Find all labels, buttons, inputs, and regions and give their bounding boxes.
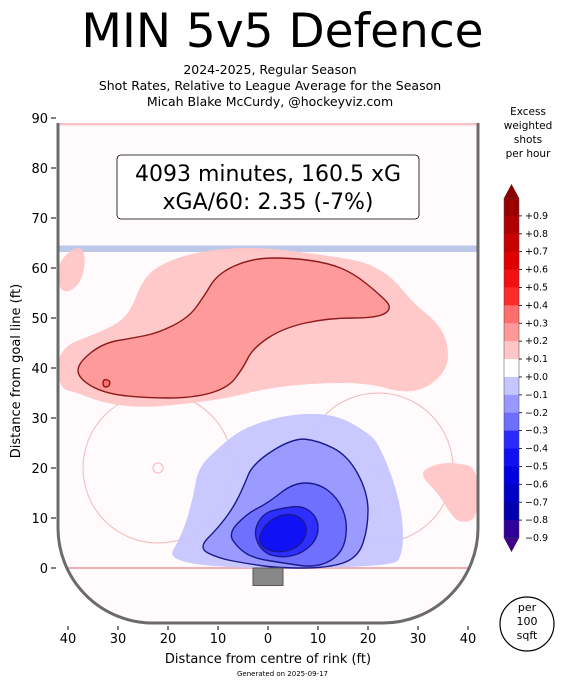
colorbar-tick-label: +0.4 — [525, 300, 548, 311]
colorbar-segment — [504, 251, 519, 271]
x-tick-label: 30 — [410, 632, 427, 647]
y-tick-label: 30 — [31, 412, 48, 427]
colorbar-title-line: per hour — [505, 148, 551, 160]
colorbar-segment — [504, 376, 519, 396]
x-tick-label: 10 — [310, 632, 327, 647]
rink-boards — [56, 123, 480, 625]
info-box-minutes: 4093 minutes, 160.5 xG — [135, 162, 401, 187]
colorbar: +0.9 +0.8 +0.7 +0.6 +0.5 +0.4 +0.3 +0.2 +0.1 +0.0… — [503, 184, 548, 552]
x-tick-label: 40 — [460, 632, 477, 647]
unit-badge-line: 100 — [517, 615, 538, 628]
colorbar-frame — [503, 197, 520, 539]
colorbar-tick-label: −0.7 — [525, 497, 548, 508]
contour-excess — [102, 378, 111, 388]
colorbar-title-line: Excess — [510, 106, 546, 118]
colorbar-segment — [504, 215, 519, 235]
chart-title: MIN 5v5 Defence — [81, 4, 484, 59]
unit-badge-line: sqft — [517, 629, 538, 642]
y-tick-label: 20 — [31, 462, 48, 477]
x-axis-label: Distance from centre of rink (ft) — [165, 652, 371, 667]
y-tick-label: 70 — [31, 212, 48, 227]
colorbar-tick-label: −0.3 — [525, 426, 548, 437]
colorbar-segment — [504, 412, 519, 432]
y-tick-label: 10 — [31, 512, 48, 527]
subtitle-author: Micah Blake McCurdy, @hockeyviz.com — [146, 94, 394, 109]
colorbar-tick-label: +0.2 — [525, 336, 548, 347]
colorbar-tick-label: +0.3 — [525, 318, 548, 329]
colorbar-tick-label: +0.0 — [525, 372, 548, 383]
contour-excess — [58, 248, 85, 292]
colorbar-segment — [504, 305, 519, 324]
colorbar-tick-label: −0.1 — [525, 390, 548, 401]
colorbar-tick-label: +0.8 — [525, 229, 548, 240]
colorbar-tick-label: +0.5 — [525, 283, 548, 294]
y-tick-label: 60 — [31, 262, 48, 277]
info-box: 4093 minutes, 160.5 xG xGA/60: 2.35 (-7%… — [116, 154, 420, 220]
colorbar-segment — [504, 287, 519, 306]
colorbar-title-line: weighted — [503, 120, 553, 132]
x-tick-label: 30 — [110, 632, 127, 647]
colorbar-segment — [504, 323, 519, 342]
y-tick-label: 50 — [31, 312, 48, 327]
colorbar-tick-label: +0.1 — [525, 354, 548, 365]
colorbar-top-arrow — [504, 184, 519, 198]
colorbar-tick-label: +0.9 — [525, 211, 548, 222]
colorbar-segment — [504, 198, 519, 217]
colorbar-tick-label: −0.5 — [525, 461, 548, 472]
x-axis: 40 30 20 10 0 10 20 30 40 — [60, 626, 477, 647]
colorbar-tick-label: −0.4 — [525, 444, 548, 455]
y-axis: 0 10 20 30 40 50 60 70 80 90 — [31, 112, 56, 577]
y-tick-label: 40 — [31, 362, 48, 377]
chart-subtitle: 2024-2025, Regular Season Shot Rates, Re… — [0, 62, 540, 110]
contour-excess — [77, 257, 390, 399]
colorbar-segment — [504, 502, 519, 521]
y-tick-label: 80 — [31, 162, 48, 177]
colorbar-segment — [504, 269, 519, 288]
unit-badge: per 100 sqft — [499, 596, 555, 652]
colorbar-segment — [504, 233, 519, 253]
info-box-xga: xGA/60: 2.35 (-7%) — [163, 190, 374, 215]
colorbar-segment — [504, 520, 519, 539]
colorbar-title-line: shots — [513, 134, 543, 146]
x-tick-label: 40 — [60, 632, 77, 647]
shot-rate-contours — [58, 248, 478, 569]
y-tick-label: 0 — [40, 562, 48, 577]
contour-deficit — [258, 513, 308, 553]
generated-date: Generated on 2025-09-17 — [237, 670, 328, 678]
colorbar-segment — [504, 448, 519, 467]
colorbar-segment — [504, 484, 519, 503]
colorbar-tick-label: +0.7 — [525, 247, 548, 258]
faceoff-dot — [152, 462, 164, 474]
x-tick-label: 0 — [264, 632, 272, 647]
colorbar-tick-label: −0.8 — [525, 515, 548, 526]
colorbar-segment — [504, 394, 519, 414]
colorbar-segment — [504, 430, 519, 450]
subtitle-season: 2024-2025, Regular Season — [183, 62, 357, 77]
colorbar-tick-label: +0.6 — [525, 265, 548, 276]
colorbar-tick-label: −0.9 — [525, 533, 548, 544]
colorbar-tick-label: −0.6 — [525, 479, 548, 490]
y-tick-label: 90 — [31, 112, 48, 127]
colorbar-title: Excess weighted shots per hour — [495, 105, 561, 161]
contour-excess — [423, 463, 478, 522]
x-tick-label: 20 — [360, 632, 377, 647]
colorbar-tick-label: −0.2 — [525, 408, 548, 419]
y-axis-label: Distance from goal line (ft) — [9, 284, 24, 458]
centre-red-line — [58, 123, 478, 126]
x-tick-label: 10 — [210, 632, 227, 647]
colorbar-segment — [504, 359, 519, 378]
x-tick-label: 20 — [160, 632, 177, 647]
unit-badge-line: per — [518, 601, 537, 614]
subtitle-description: Shot Rates, Relative to League Average f… — [98, 78, 442, 93]
colorbar-bottom-arrow — [504, 538, 519, 552]
colorbar-segment — [504, 466, 519, 485]
colorbar-segment — [504, 341, 519, 360]
goal-net — [252, 567, 284, 586]
